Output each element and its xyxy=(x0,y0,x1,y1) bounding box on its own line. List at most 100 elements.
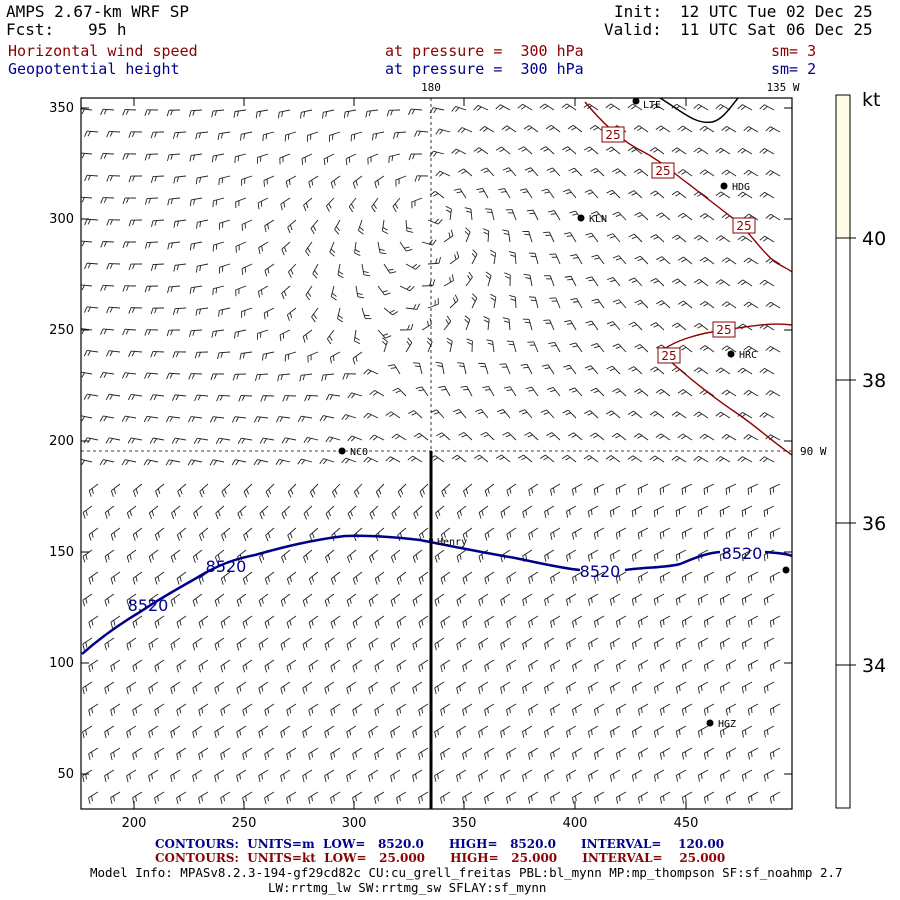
wind-barb-feather xyxy=(166,373,170,380)
wind-barb-feather xyxy=(239,510,243,517)
wind-barb-feather xyxy=(149,394,154,401)
wind-barb xyxy=(337,263,341,275)
wind-barb xyxy=(638,703,649,710)
wind-barb-feather xyxy=(135,620,138,626)
wind-barb-feather xyxy=(434,556,438,563)
wind-barb-feather xyxy=(697,457,702,462)
wind-barb-feather xyxy=(388,156,390,163)
wind-barb-feather xyxy=(543,148,549,152)
wind-barb-feather xyxy=(416,303,421,310)
wind-barb-feather xyxy=(429,107,434,114)
wind-barb xyxy=(88,791,99,799)
wind-barb-feather xyxy=(565,456,571,461)
wind-barb-feather xyxy=(540,146,547,151)
wind-barb xyxy=(412,593,423,601)
wind-barb xyxy=(235,241,247,247)
wind-barb-feather xyxy=(715,191,722,197)
wind-barb xyxy=(418,615,429,623)
wind-barb-feather xyxy=(257,416,261,423)
wind-barb-feather xyxy=(113,620,116,626)
wind-barb-feather xyxy=(211,155,214,163)
wind-barb-feather xyxy=(307,247,311,253)
wind-barb xyxy=(148,637,159,645)
wind-barb-feather xyxy=(500,687,503,694)
wind-barb xyxy=(764,148,775,155)
wind-barb-feather xyxy=(131,131,135,137)
wind-barb-feather xyxy=(235,246,237,253)
wind-barb-feather xyxy=(550,621,553,628)
wind-barb-feather xyxy=(597,575,599,582)
wind-barb-feather xyxy=(483,170,490,173)
wind-barb-feather xyxy=(126,600,130,607)
wind-barb-feather xyxy=(148,198,151,204)
wind-barb xyxy=(436,409,445,419)
wind-barb-feather xyxy=(413,304,417,310)
wind-barb-feather xyxy=(407,455,414,461)
wind-barb xyxy=(374,615,385,623)
wind-barb-feather xyxy=(418,797,421,804)
wind-barb-feather xyxy=(331,296,337,301)
wind-barb xyxy=(682,791,693,798)
wind-barb-feather xyxy=(412,775,415,782)
wind-barb xyxy=(488,386,495,397)
wind-barb-feather xyxy=(547,597,549,604)
wind-barb-feather xyxy=(703,435,708,440)
wind-barb xyxy=(103,415,115,419)
wind-barb-feather xyxy=(503,386,511,389)
wind-barb-feather xyxy=(157,620,160,626)
wind-barb-feather xyxy=(528,665,531,672)
wind-barb xyxy=(374,659,385,667)
wind-barb-feather xyxy=(143,416,148,423)
wind-barb-feather xyxy=(524,431,531,436)
wind-barb-feather xyxy=(245,707,248,714)
wind-barb-feather xyxy=(606,365,613,370)
wind-barb xyxy=(726,659,737,666)
wind-barb-feather xyxy=(681,346,687,351)
wind-barb-feather xyxy=(503,641,505,648)
wind-barb-feather xyxy=(122,153,126,160)
wind-barb-feather xyxy=(129,598,132,604)
wind-barb xyxy=(610,103,621,111)
wind-barb-feather xyxy=(105,437,110,444)
wind-barb xyxy=(330,659,341,667)
wind-barb xyxy=(501,146,511,155)
wind-barb-feather xyxy=(221,491,225,498)
wind-barb-feather xyxy=(434,731,437,739)
wind-barb-feather xyxy=(569,553,571,560)
wind-barb-feather xyxy=(176,220,180,227)
wind-barb xyxy=(309,571,319,580)
wind-barb xyxy=(390,411,401,419)
wind-barb-feather xyxy=(352,709,355,717)
wind-barb-feather xyxy=(547,386,554,391)
wind-barb-feather xyxy=(359,226,364,231)
wind-barb-feather xyxy=(390,367,397,369)
wind-barb-feather xyxy=(550,533,553,540)
wind-label-box xyxy=(732,217,756,234)
wind-barb-feather xyxy=(417,435,423,439)
wind-barb-feather xyxy=(303,204,307,212)
wind-barb-feather xyxy=(572,797,575,804)
wind-barb-feather xyxy=(435,128,440,135)
wind-barb-feather xyxy=(277,374,280,382)
wind-barb-feather xyxy=(506,577,509,585)
wind-barb-feather xyxy=(506,797,509,804)
wind-barb-feather xyxy=(366,414,372,419)
wind-barb xyxy=(594,527,605,534)
wind-barb xyxy=(110,747,121,755)
wind-barb-feather xyxy=(759,456,765,462)
wind-barb-feather xyxy=(192,644,196,651)
wind-barb-feather xyxy=(85,773,87,780)
wind-barb xyxy=(769,483,781,490)
wind-barb-feather xyxy=(283,290,287,297)
wind-barb xyxy=(82,637,93,645)
wind-barb xyxy=(612,277,621,287)
wind-barb-feather xyxy=(262,510,265,517)
wind-barb-feather xyxy=(280,374,283,381)
wind-barb-feather xyxy=(605,146,612,151)
wind-barb-feather xyxy=(591,597,593,604)
wind-barb-feather xyxy=(289,532,293,539)
wind-barb xyxy=(434,725,445,733)
wind-barb xyxy=(528,527,539,535)
wind-barb-feather xyxy=(655,433,662,438)
wind-barb-feather xyxy=(391,513,395,520)
